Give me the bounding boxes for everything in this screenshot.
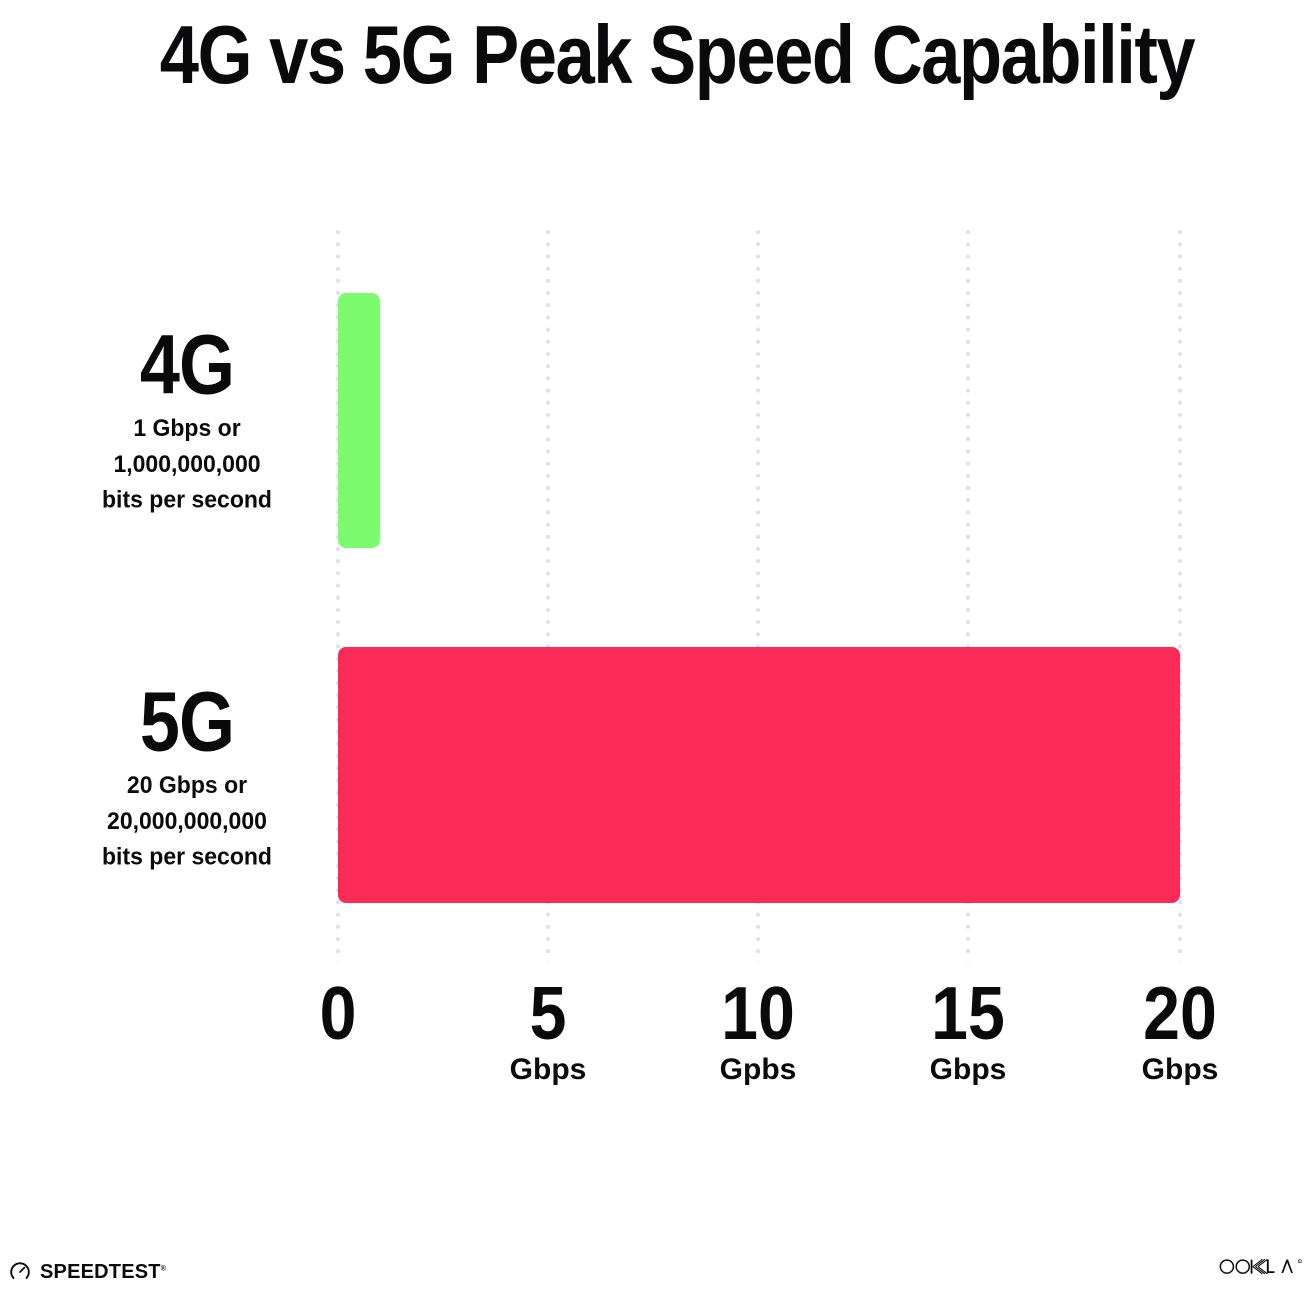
svg-text:®: ®: [1299, 1260, 1301, 1263]
